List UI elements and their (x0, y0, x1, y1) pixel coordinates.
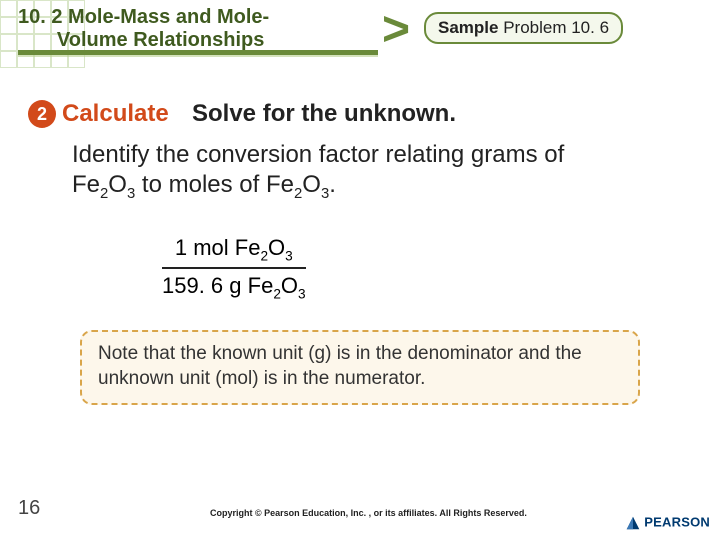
chevron-icon: > (382, 2, 410, 57)
step-subtitle: Solve for the unknown. (192, 100, 456, 128)
section-title-line1: Mole-Mass and Mole- (68, 6, 269, 28)
pearson-icon (624, 514, 642, 532)
body-text: Identify the conversion factor relating … (72, 140, 632, 203)
note-callout: Note that the known unit (g) is in the d… (80, 330, 640, 405)
sample-rest: Problem 10. 6 (498, 18, 609, 37)
copyright-text: Copyright © Pearson Education, Inc. , or… (210, 508, 527, 518)
fraction-denominator: 159. 6 g Fe2O3 (162, 271, 306, 301)
note-text: Note that the known unit (g) is in the d… (98, 343, 582, 389)
fraction-bar (162, 267, 306, 269)
sample-problem-badge: Sample Problem 10. 6 (424, 12, 623, 44)
step-number-circle: 2 (28, 100, 56, 128)
section-title: 10. 2 Mole-Mass and Mole- Volume Relatio… (18, 6, 378, 52)
brand-text: PEARSON (644, 514, 710, 529)
conversion-fraction: 1 mol Fe2O3 159. 6 g Fe2O3 (162, 235, 306, 302)
fraction-numerator: 1 mol Fe2O3 (162, 235, 306, 265)
brand-logo: PEARSON (624, 514, 710, 532)
section-number: 10. 2 (18, 6, 62, 28)
page-number: 16 (18, 497, 40, 520)
section-title-line2: Volume Relationships (57, 29, 264, 51)
step-title: Calculate (62, 100, 169, 128)
sample-bold: Sample (438, 18, 498, 37)
title-underline-shadow (18, 55, 378, 57)
